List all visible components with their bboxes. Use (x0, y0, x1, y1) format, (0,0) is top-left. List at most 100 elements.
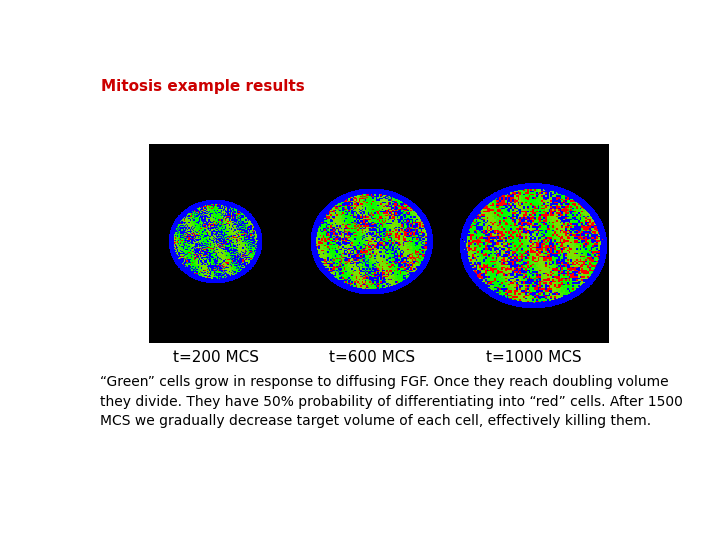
Point (174, 215, 186, 224)
Point (176, 210, 187, 219)
Point (513, 298, 524, 306)
Point (251, 248, 263, 256)
Point (323, 269, 335, 278)
Point (410, 201, 421, 210)
Point (219, 276, 230, 285)
Point (184, 269, 195, 278)
Point (461, 218, 472, 226)
Point (377, 186, 388, 194)
Point (598, 236, 609, 245)
Point (404, 278, 415, 286)
Point (166, 235, 177, 244)
Point (172, 214, 184, 223)
Point (219, 199, 230, 207)
Point (343, 285, 354, 294)
Point (423, 253, 435, 261)
Point (337, 195, 348, 204)
Point (341, 281, 352, 289)
Point (361, 185, 373, 194)
Point (347, 287, 359, 295)
Point (463, 264, 474, 272)
Point (570, 195, 581, 204)
Point (240, 265, 251, 273)
Point (413, 264, 425, 273)
Point (219, 276, 230, 285)
Point (526, 180, 537, 188)
Point (458, 225, 469, 233)
Point (356, 187, 367, 196)
Point (425, 227, 436, 235)
Point (166, 236, 177, 245)
Point (546, 182, 558, 191)
Point (373, 188, 384, 197)
Point (475, 281, 487, 289)
Point (550, 187, 562, 195)
Point (463, 218, 474, 226)
Point (238, 207, 250, 215)
Point (495, 296, 507, 305)
Point (546, 299, 557, 308)
Point (584, 205, 595, 214)
Point (416, 214, 428, 223)
Point (549, 185, 561, 193)
Point (320, 208, 332, 217)
Point (253, 242, 264, 251)
Point (415, 210, 427, 219)
Point (589, 271, 600, 280)
Point (391, 281, 402, 289)
Point (174, 260, 185, 269)
Point (458, 248, 469, 256)
Point (391, 285, 402, 293)
Point (421, 225, 433, 234)
Point (579, 280, 590, 288)
Point (349, 187, 361, 196)
Point (310, 231, 321, 239)
Point (318, 264, 330, 272)
Point (421, 227, 433, 236)
Point (485, 192, 496, 201)
Point (462, 267, 474, 276)
Point (311, 225, 323, 234)
Point (254, 234, 266, 243)
Point (307, 230, 318, 238)
Point (501, 294, 513, 303)
Point (396, 279, 408, 287)
Point (243, 213, 255, 222)
Point (335, 194, 346, 203)
Point (379, 288, 391, 296)
Point (595, 252, 606, 261)
Point (411, 203, 423, 212)
Point (181, 207, 192, 216)
Point (202, 198, 213, 207)
Point (504, 183, 516, 192)
Point (197, 276, 208, 285)
Point (206, 276, 217, 285)
Point (412, 266, 423, 275)
Point (590, 270, 601, 279)
Point (166, 249, 178, 258)
Point (494, 294, 505, 302)
Point (317, 207, 328, 216)
Point (472, 280, 483, 289)
Point (351, 187, 362, 195)
Point (468, 273, 480, 282)
Point (550, 296, 562, 305)
Point (191, 201, 202, 210)
Point (397, 193, 409, 201)
Point (521, 302, 533, 311)
Point (164, 242, 176, 251)
Point (485, 291, 496, 299)
Point (423, 253, 435, 262)
Point (400, 276, 411, 285)
Point (254, 235, 266, 244)
Point (244, 214, 256, 223)
Point (199, 274, 210, 283)
Point (587, 206, 598, 214)
Point (417, 213, 428, 221)
Point (169, 225, 181, 233)
Point (167, 223, 179, 232)
Point (204, 278, 216, 286)
Point (225, 275, 237, 284)
Point (237, 204, 248, 213)
Point (249, 222, 261, 231)
